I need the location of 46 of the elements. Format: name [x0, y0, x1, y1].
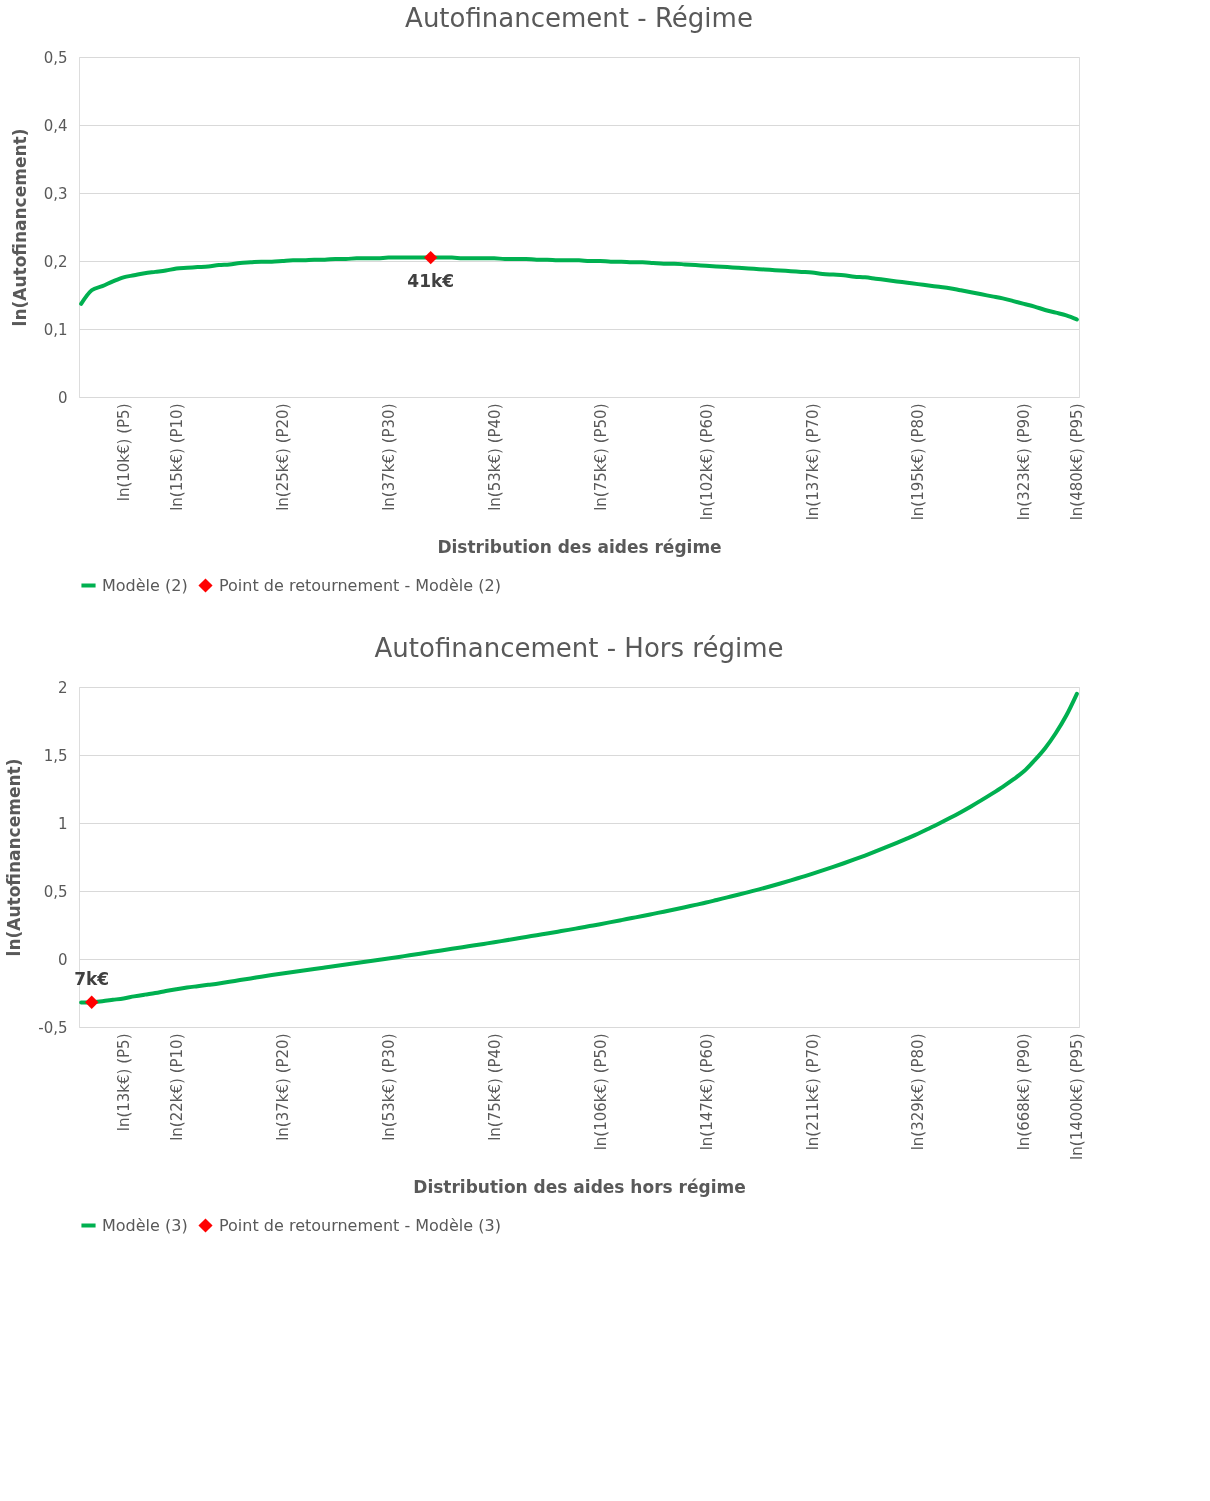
- y-tick-label: 0,2: [43, 252, 68, 271]
- chart-title: Autofinancement - Hors régime: [374, 633, 784, 663]
- x-tick-label: ln(37k€) (P30): [379, 403, 398, 511]
- x-tick-label: ln(75k€) (P40): [485, 1033, 504, 1141]
- x-tick-label: ln(75k€) (P50): [591, 403, 610, 511]
- x-tick-label: ln(53k€) (P30): [379, 1033, 398, 1141]
- x-tick-label: ln(25k€) (P20): [273, 403, 292, 511]
- x-tick-label: ln(329k€) (P80): [909, 1033, 928, 1151]
- x-tick-label: ln(668k€) (P90): [1015, 1033, 1034, 1151]
- x-tick-label: ln(37k€) (P20): [273, 1033, 292, 1141]
- y-tick-label: 0: [57, 388, 68, 407]
- legend-label: Modèle (3): [102, 1215, 188, 1235]
- x-axis-title: Distribution des aides hors régime: [413, 1176, 746, 1197]
- y-tick-label: 2: [57, 678, 68, 697]
- annotation: 7k€: [74, 969, 110, 990]
- x-tick-label: ln(147k€) (P60): [697, 1033, 716, 1151]
- legend-label: Point de retournement - Modèle (2): [219, 575, 501, 595]
- y-tick-label: 0,4: [43, 116, 68, 135]
- x-tick-label: ln(195k€) (P80): [909, 403, 928, 521]
- x-tick-label: ln(13k€) (P5): [114, 1033, 133, 1132]
- y-axis-title: ln(Autofinancement): [4, 758, 25, 957]
- x-axis-title: Distribution des aides régime: [437, 537, 722, 558]
- y-tick-label: 0: [57, 950, 68, 969]
- y-tick-label: -0,5: [38, 1018, 68, 1037]
- x-tick-label: ln(1400k€) (P95): [1068, 1033, 1087, 1160]
- x-tick-label: ln(10k€) (P5): [114, 403, 133, 502]
- chart-title: Autofinancement - Régime: [405, 3, 753, 33]
- x-tick-label: ln(102k€) (P60): [697, 403, 716, 521]
- legend-label: Point de retournement - Modèle (3): [219, 1215, 501, 1235]
- x-tick-label: ln(106k€) (P50): [591, 1033, 610, 1151]
- x-tick-label: ln(15k€) (P10): [167, 403, 186, 511]
- y-tick-label: 0,3: [43, 184, 68, 203]
- y-tick-label: 1,5: [43, 746, 68, 765]
- x-tick-label: ln(323k€) (P90): [1015, 403, 1034, 521]
- y-tick-label: 0,1: [43, 320, 68, 339]
- x-tick-label: ln(137k€) (P70): [803, 403, 822, 521]
- y-axis-title: ln(Autofinancement): [9, 128, 30, 327]
- x-tick-label: ln(53k€) (P40): [485, 403, 504, 511]
- legend-label: Modèle (2): [102, 575, 188, 595]
- x-tick-label: ln(480k€) (P95): [1068, 403, 1087, 521]
- y-tick-label: 0,5: [43, 882, 68, 901]
- y-tick-label: 0,5: [43, 48, 68, 67]
- y-tick-label: 1: [57, 814, 68, 833]
- x-tick-label: ln(211k€) (P70): [803, 1033, 822, 1151]
- x-tick-label: ln(22k€) (P10): [167, 1033, 186, 1141]
- annotation: 41k€: [407, 270, 455, 291]
